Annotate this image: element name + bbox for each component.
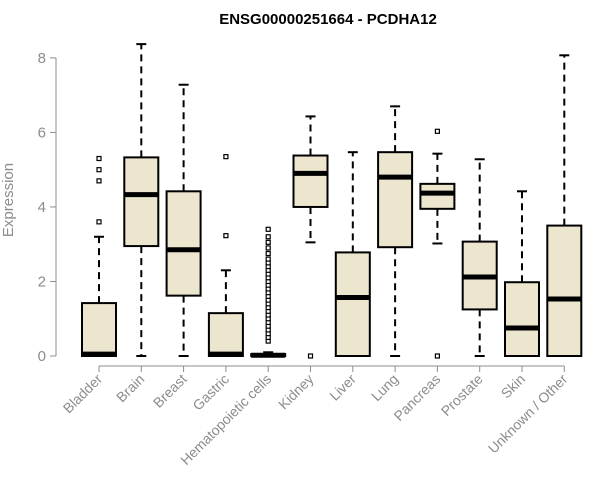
outlier-point: [223, 154, 229, 160]
box: [334, 251, 371, 358]
x-tick-label: Prostate: [438, 371, 486, 419]
y-tick-label: 4: [38, 199, 46, 216]
box-group: [546, 54, 583, 357]
box: [377, 151, 414, 249]
box: [207, 312, 244, 357]
box-group: [461, 158, 498, 357]
y-axis-label: Expression: [0, 163, 17, 237]
box-group: [207, 154, 244, 357]
box-group: [377, 105, 414, 357]
outlier-point: [96, 155, 102, 162]
y-axis: 0 2 4 6 8: [38, 50, 57, 365]
box-group: [504, 190, 540, 358]
outlier-point: [307, 353, 314, 359]
box-series: [81, 43, 583, 359]
box: [123, 156, 160, 248]
outlier-point: [265, 245, 271, 251]
y-tick-label: 8: [38, 50, 46, 67]
y-tick-label: 0: [38, 348, 46, 365]
x-tick-label: Breast: [150, 371, 190, 411]
x-tick-label: Pancreas: [390, 371, 443, 424]
y-tick-label: 2: [38, 273, 46, 290]
x-tick-label: Brain: [113, 371, 147, 405]
outlier-point: [96, 178, 102, 184]
box: [81, 302, 117, 358]
outlier-point: [265, 239, 271, 245]
chart-title: ENSG00000251664 - PCDHA12: [219, 11, 437, 28]
outlier-point: [96, 219, 102, 225]
outlier-point: [265, 256, 271, 262]
x-tick-label: Lung: [368, 371, 401, 404]
box: [546, 224, 583, 357]
x-tick-label: Skin: [498, 371, 529, 402]
box-group: [165, 83, 202, 357]
box-group: [334, 151, 371, 358]
box-group: [81, 155, 117, 358]
outlier-point: [265, 226, 271, 232]
outlier-point: [265, 250, 271, 257]
y-tick-label: 6: [38, 124, 46, 141]
outlier-point: [223, 233, 229, 239]
box: [165, 190, 202, 297]
box-group: [292, 115, 329, 359]
box: [504, 281, 540, 358]
box: [419, 182, 456, 210]
x-tick-label: Bladder: [60, 371, 106, 417]
outlier-point: [265, 234, 271, 240]
box-group: [419, 128, 456, 359]
outlier-point: [96, 167, 102, 173]
outlier-point: [434, 353, 440, 359]
box-group: [250, 226, 287, 358]
x-tick-label: Kidney: [275, 371, 317, 413]
x-tick-label: Liver: [326, 371, 359, 404]
box: [292, 154, 329, 208]
outlier-point: [434, 128, 440, 134]
box-group: [123, 43, 160, 357]
x-tick-label: Unknown / Other: [485, 371, 571, 457]
